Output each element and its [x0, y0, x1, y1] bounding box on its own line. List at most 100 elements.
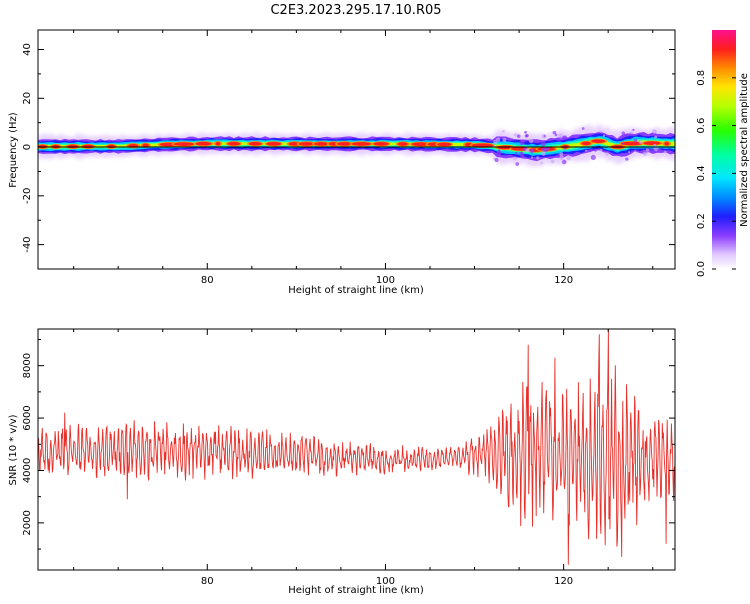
spectrogram-speckle	[502, 137, 507, 142]
snr-xlabel: Height of straight line (km)	[288, 585, 424, 596]
spectrogram-speckle	[599, 130, 602, 134]
spectrogram-xlabel: Height of straight line (km)	[288, 285, 424, 296]
colorbar-tick-label: 0.4	[696, 165, 707, 181]
spectrogram-peak	[142, 143, 149, 148]
spectrogram-speckle	[496, 150, 502, 156]
colorbar-tick-label: 0.2	[696, 213, 707, 229]
colorbar	[712, 30, 736, 269]
spectrogram-ytick-label: -40	[22, 236, 33, 252]
snr-ytick-label: 8000	[22, 353, 33, 378]
spectrogram-peak	[471, 143, 493, 148]
spectrogram-xtick-label: 100	[376, 275, 395, 286]
snr-ytick-label: 6000	[22, 405, 33, 430]
spectrogram-speckle	[645, 148, 650, 152]
spectrogram-peak	[248, 141, 262, 146]
spectrogram-speckle	[584, 149, 588, 152]
spectrogram-speckle	[552, 130, 557, 135]
spectrogram-speckle	[554, 133, 558, 137]
spectrogram-ytick-label: 0	[22, 144, 33, 150]
spectrogram-peak	[373, 142, 389, 146]
spectrogram-speckle	[654, 135, 658, 139]
spectrogram-speckle	[559, 155, 565, 161]
spectrogram-speckle	[514, 151, 518, 155]
colorbar-tick-label: 0.6	[696, 118, 707, 134]
snr-ytick-label: 2000	[22, 510, 33, 535]
spectrogram-panel	[38, 123, 675, 167]
spectrogram-speckle	[602, 134, 606, 137]
spectrogram-speckle	[497, 149, 501, 153]
colorbar-tick-label: 0.0	[696, 261, 707, 277]
spectrogram-speckle	[605, 152, 609, 156]
spectrogram-speckle	[540, 161, 543, 165]
colorbar-tick-label: 0.8	[696, 70, 707, 86]
spectrogram-ytick-label: -20	[22, 188, 33, 204]
spectrogram-speckle	[621, 131, 626, 136]
spectrogram-speckle	[541, 147, 547, 152]
spectrogram-peak	[38, 144, 47, 149]
spectrogram-speckle	[581, 127, 585, 130]
spectrogram-speckle	[630, 131, 633, 135]
snr-axes: 80 100 120 2000 4000 6000 8000	[22, 329, 675, 587]
spectrogram-speckle	[663, 150, 667, 154]
spectrogram-peak	[313, 142, 329, 146]
spectrogram-speckle	[516, 134, 521, 138]
spectrogram-peak	[215, 141, 221, 146]
spectrogram-peak	[437, 142, 452, 147]
spectrogram-ylabel: Frequency (Hz)	[8, 112, 19, 188]
spectrogram-ytick-label: 20	[22, 92, 33, 105]
colorbar-axes: 0.0 0.2 0.4 0.6 0.8	[696, 70, 736, 277]
spectrogram-speckle	[566, 156, 571, 161]
spectrogram-peak	[620, 141, 643, 146]
spectrogram-speckle	[546, 147, 550, 150]
spectrogram-speckle	[642, 151, 648, 156]
figure-title: C2E3.2023.295.17.10.R05	[270, 3, 441, 18]
spectrogram-frame	[37, 29, 676, 270]
spectrogram-speckle	[628, 150, 631, 154]
spectrogram-speckle	[657, 148, 662, 153]
spectrogram-speckle	[495, 137, 501, 142]
spectrogram-speckle	[599, 148, 603, 152]
snr-frame	[37, 328, 676, 571]
spectrogram-peak	[51, 144, 60, 149]
spectrogram-peak	[581, 141, 591, 146]
spectrogram-speckle	[625, 157, 629, 161]
spectrogram-speckle	[528, 138, 534, 144]
spectrogram-speckle	[621, 142, 624, 145]
spectrogram-speckle	[519, 151, 525, 158]
snr-xtick-label: 120	[554, 576, 573, 587]
spectrogram-speckle	[654, 130, 657, 134]
spectrogram-speckle	[653, 143, 657, 147]
spectrogram-peak	[337, 142, 352, 146]
spectrogram-speckle	[594, 149, 597, 152]
spectrogram-xtick-label: 120	[554, 275, 573, 286]
snr-xtick-label: 100	[376, 576, 395, 587]
spectrogram-speckle	[541, 151, 546, 156]
spectrogram-peak	[67, 144, 79, 149]
spectrogram-peak	[591, 139, 606, 143]
spectrogram-peak	[173, 142, 195, 146]
spectrogram-speckle	[515, 162, 520, 166]
spectrogram-speckle	[502, 130, 505, 133]
snr-ylabel: SNR (10 * v/v)	[8, 414, 19, 485]
spectrogram-speckle	[540, 141, 546, 147]
spectrogram-peak	[195, 141, 212, 146]
spectrogram-speckle	[650, 148, 655, 153]
spectrogram-xtick-label: 80	[201, 275, 214, 286]
spectrogram-speckle	[529, 148, 535, 154]
spectrogram-speckle	[558, 133, 564, 139]
spectrogram-speckle	[519, 140, 525, 146]
spectrogram-peak	[107, 144, 116, 149]
spectrogram-axes: 80 100 120 40 20 0 -20 -40	[22, 30, 675, 286]
spectrogram-speckle	[524, 134, 529, 138]
spectrogram-speckle	[513, 156, 517, 161]
spectrogram-speckle	[632, 128, 635, 131]
spectrogram-speckle	[633, 138, 638, 143]
spectrogram-peak	[351, 142, 371, 146]
spectrogram-peak	[266, 142, 281, 146]
spectrogram-peak	[227, 141, 241, 146]
spectrogram-speckle	[638, 140, 643, 145]
snr-series-line	[38, 329, 675, 565]
spectrogram-ytick-label: 40	[22, 43, 33, 56]
spectrogram-peak	[298, 142, 315, 146]
